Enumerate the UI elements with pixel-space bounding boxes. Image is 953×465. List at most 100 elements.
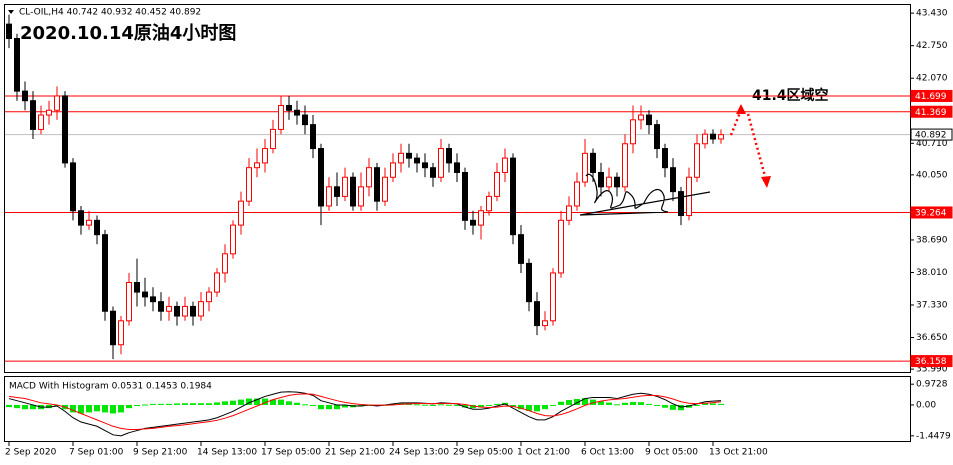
candle-body — [502, 157, 508, 173]
candle-body — [478, 210, 484, 226]
candle-body — [534, 301, 540, 327]
histogram-bar — [590, 399, 596, 405]
x-tick-label: 6 Oct 13:00 — [581, 448, 634, 458]
histogram-bar — [438, 404, 444, 406]
candle-body — [374, 167, 380, 202]
price-tag-label: 36.158 — [915, 357, 947, 367]
histogram-bar — [198, 403, 204, 405]
candle-body — [646, 114, 652, 126]
candle-body — [390, 162, 396, 178]
candle-body — [246, 167, 252, 202]
candle-body — [670, 167, 676, 193]
histogram-bar — [566, 400, 572, 405]
histogram-bar — [310, 404, 316, 407]
histogram-bar — [182, 403, 188, 405]
histogram-bar — [574, 398, 580, 405]
candle-body — [38, 114, 44, 130]
candle-body — [326, 186, 332, 207]
histogram-bar — [110, 404, 116, 414]
candle-body — [678, 191, 684, 217]
candle-body — [638, 114, 644, 121]
histogram-bar — [622, 402, 628, 405]
candle-body — [582, 152, 588, 183]
candle-body — [606, 176, 612, 188]
histogram-bar — [230, 400, 236, 405]
price-tag-label: 40.892 — [915, 131, 947, 141]
histogram-bar — [454, 404, 460, 406]
candle-body — [134, 282, 140, 293]
candle-body — [94, 219, 100, 236]
x-tick-label: 9 Sep 21:00 — [133, 448, 188, 458]
histogram-bar — [646, 403, 652, 405]
x-tick-label: 2 Sep 2020 — [5, 448, 57, 458]
histogram-bar — [414, 404, 420, 406]
signature — [579, 173, 711, 216]
marks: 43.430 42.750 42.070 40.710 40.050 38.690 38.0… — [5, 9, 953, 458]
histogram-bar — [390, 403, 396, 405]
histogram-bar — [550, 404, 556, 406]
candle-body — [622, 143, 628, 188]
macd-line — [8, 391, 722, 437]
candle-body — [214, 272, 220, 293]
histogram-bar — [222, 401, 228, 405]
histogram-bar — [174, 403, 180, 405]
candle-body — [174, 305, 180, 317]
main-panel — [4, 4, 911, 373]
histogram-bar — [470, 404, 476, 409]
candle-body — [230, 224, 236, 255]
histogram-bar — [462, 404, 468, 408]
histogram-bar — [142, 404, 148, 406]
histogram-bar — [14, 404, 20, 409]
candle-body — [334, 186, 340, 197]
histogram-bar — [422, 404, 428, 406]
x-tick-label: 24 Sep 13:00 — [389, 448, 449, 458]
price-tag-label: 39.264 — [915, 208, 947, 218]
candle-body — [102, 234, 108, 312]
histogram-bar — [6, 404, 12, 408]
x-tick-label: 17 Sep 05:00 — [261, 448, 321, 458]
candle-body — [294, 109, 300, 116]
histogram-bar — [246, 398, 252, 405]
candle-body — [278, 104, 284, 130]
candle-body — [598, 171, 604, 188]
candle-body — [702, 133, 708, 145]
histogram-bar — [262, 398, 268, 405]
candle-body — [238, 200, 244, 226]
candle-body — [30, 100, 36, 130]
histogram-bar — [630, 401, 636, 405]
candle-body — [254, 162, 260, 169]
histogram-bar — [406, 403, 412, 405]
arrowhead-up — [736, 104, 746, 114]
candle-body — [198, 301, 204, 317]
price-tag — [910, 206, 953, 219]
candle-body — [150, 296, 156, 303]
candle-body — [518, 234, 524, 264]
candle-body — [158, 301, 164, 312]
histogram-bar — [254, 398, 260, 405]
candle-body — [70, 162, 76, 212]
histogram-bar — [670, 404, 676, 410]
candle-body — [430, 167, 436, 178]
candle-body — [46, 109, 52, 116]
histogram-bar — [654, 404, 660, 406]
histogram-bar — [270, 399, 276, 405]
candle-body — [358, 186, 364, 207]
histogram-bar — [526, 404, 532, 411]
candle-body — [206, 291, 212, 303]
candle-body — [126, 282, 132, 322]
candle-body — [142, 291, 148, 298]
candle-body — [614, 176, 620, 188]
x-tick-label: 14 Sep 13:00 — [197, 448, 257, 458]
histogram-bar — [702, 403, 708, 405]
candle-body — [654, 124, 660, 150]
candle-body — [110, 310, 116, 346]
y-tick-label: 40.710 — [916, 139, 948, 149]
histogram-bar — [166, 403, 172, 405]
histogram-bar — [70, 404, 76, 413]
x-tick-label: 1 Oct 21:00 — [517, 448, 570, 458]
candle-body — [14, 37, 20, 92]
histogram-bar — [486, 404, 492, 406]
histogram-bar — [318, 404, 324, 410]
candle-body — [718, 134, 724, 140]
histogram-bar — [582, 398, 588, 405]
